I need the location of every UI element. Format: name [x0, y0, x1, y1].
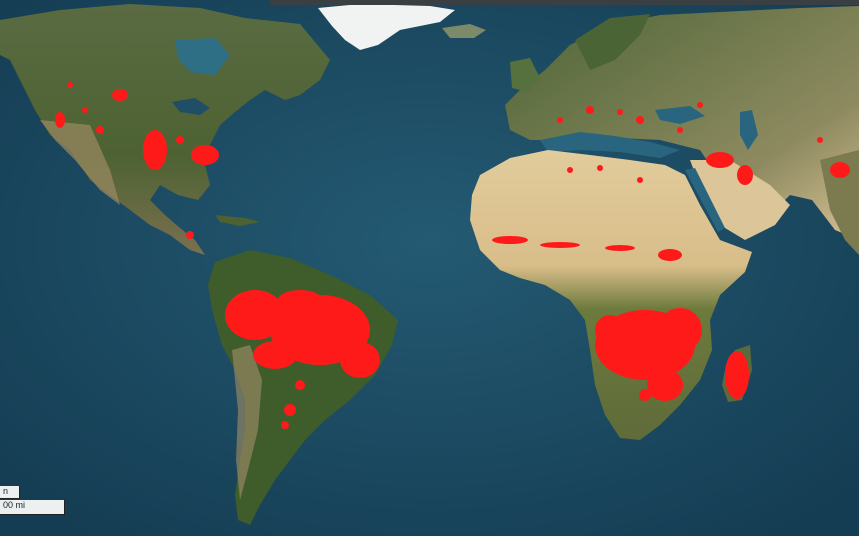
arabian-peninsula [690, 160, 790, 240]
scale-bar-imperial: 00 mi [0, 500, 65, 515]
andes-arid [232, 345, 262, 500]
scale-bar-metric: n [0, 486, 20, 499]
black-sea [655, 106, 705, 124]
fire-hotspots [55, 82, 850, 429]
southwest-desert [40, 120, 120, 205]
india-coast [820, 150, 859, 255]
north-america [0, 4, 330, 255]
scandinavia [575, 14, 650, 70]
top-panel-edge [270, 0, 859, 5]
iceland [442, 24, 486, 38]
scale-imperial-label: 00 mi [3, 500, 26, 510]
scale-metric-label: n [3, 486, 9, 496]
caribbean-islands [215, 215, 260, 226]
red-sea [685, 168, 725, 232]
caspian-sea [740, 110, 758, 150]
great-lakes [172, 98, 210, 115]
british-isles [510, 58, 540, 92]
greenland [318, 4, 455, 50]
mediterranean-sea [540, 132, 680, 158]
hudson-bay [175, 38, 230, 75]
